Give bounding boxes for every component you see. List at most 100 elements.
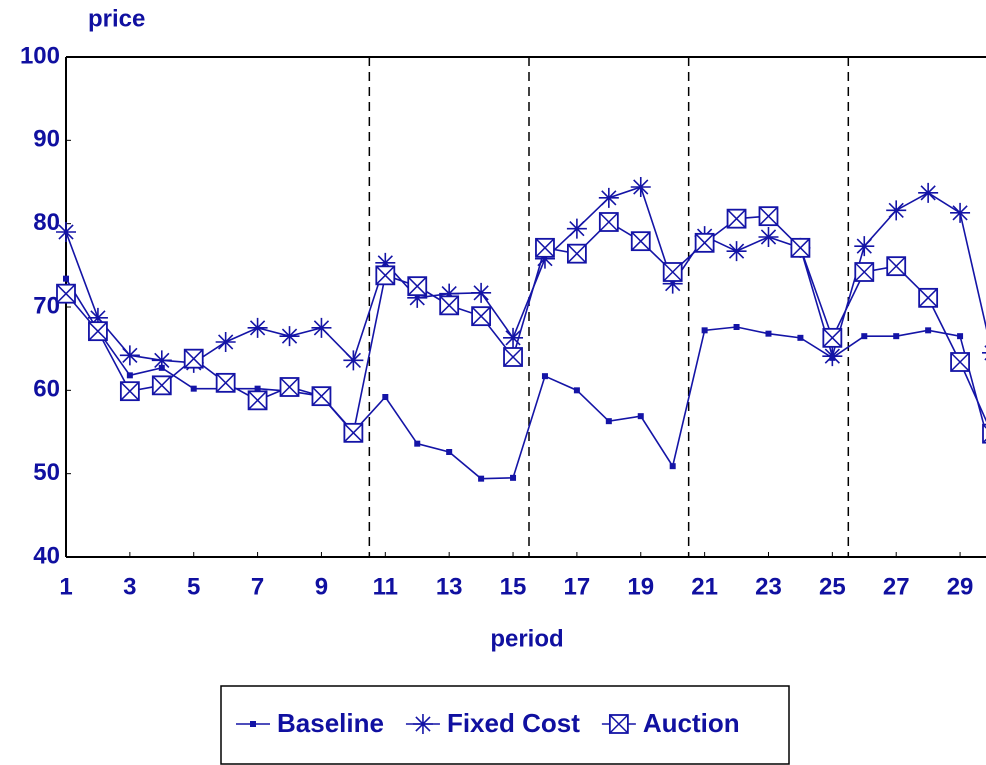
data-point [982, 423, 986, 444]
data-point [637, 413, 644, 420]
marker-asterisk [534, 248, 555, 269]
y-tick-label: 70 [33, 292, 60, 319]
legend-label: Auction [643, 708, 740, 738]
data-point [126, 372, 133, 379]
marker-square [126, 372, 133, 379]
marker-x [439, 295, 459, 315]
y-tick-label: 90 [33, 126, 60, 153]
marker-square [190, 385, 197, 392]
marker-square [637, 413, 644, 420]
data-point [407, 287, 428, 308]
data-point [669, 463, 676, 470]
data-point [765, 330, 772, 337]
x-tick-label: 21 [691, 573, 718, 600]
marker-x [216, 373, 236, 393]
marker-square [573, 387, 580, 394]
data-point [950, 202, 971, 223]
marker-square [861, 333, 868, 340]
marker-square [478, 475, 485, 482]
marker-x [184, 349, 204, 369]
marker-x [407, 276, 427, 296]
marker-x [343, 423, 363, 443]
data-point [534, 248, 555, 269]
data-point [822, 327, 843, 348]
marker-asterisk [471, 282, 492, 303]
data-point [88, 321, 108, 342]
legend-item: Auction [601, 708, 740, 738]
y-tick-label: 100 [20, 42, 60, 69]
data-point [573, 387, 580, 394]
data-point [925, 327, 932, 334]
marker-asterisk [982, 345, 986, 361]
marker-asterisk [726, 241, 747, 262]
data-point [726, 208, 747, 229]
legend-item: Baseline [236, 708, 384, 738]
marker-square [797, 334, 804, 341]
data-point [247, 317, 268, 338]
marker-asterisk [822, 346, 843, 367]
x-tick-label: 3 [123, 573, 136, 600]
y-tick-label: 80 [33, 209, 60, 236]
marker-square [510, 474, 517, 481]
x-tick-label: 11 [373, 573, 398, 600]
data-point [87, 307, 108, 328]
y-tick-label: 40 [33, 542, 60, 569]
data-point [535, 237, 555, 258]
x-tick-label: 7 [251, 573, 264, 600]
data-point [382, 394, 389, 400]
marker-square [893, 333, 900, 340]
data-point [886, 256, 907, 277]
x-tick-label: 29 [947, 573, 974, 600]
marker-x [535, 238, 555, 258]
marker-x [609, 714, 629, 734]
marker-x [663, 262, 683, 282]
data-point [726, 241, 747, 262]
marker-x [88, 321, 108, 341]
marker-x [758, 206, 779, 226]
data-point [957, 333, 964, 340]
data-point [854, 236, 875, 257]
marker-asterisk [215, 332, 236, 352]
marker-x [727, 209, 747, 229]
data-point [566, 218, 587, 239]
data-point [566, 243, 587, 264]
marker-x [311, 386, 331, 406]
marker-asterisk [247, 317, 268, 338]
data-point [446, 449, 453, 455]
marker-x [918, 288, 938, 308]
data-point [343, 422, 364, 443]
data-point [797, 334, 804, 341]
data-point [119, 381, 140, 402]
marker-box [982, 423, 986, 444]
data-point [982, 345, 986, 361]
data-point [151, 350, 172, 371]
data-point [918, 182, 939, 203]
marker-square [414, 440, 421, 447]
data-point [503, 327, 524, 348]
marker-asterisk [630, 177, 651, 197]
marker-asterisk [119, 345, 140, 366]
marker-asterisk [918, 182, 939, 203]
marker-asterisk [503, 327, 524, 348]
marker-asterisk [343, 350, 364, 371]
y-tick-label: 60 [33, 376, 60, 403]
legend-label: Fixed Cost [447, 708, 580, 738]
data-point [279, 326, 300, 347]
x-tick-label: 1 [59, 573, 72, 600]
marker-x [567, 244, 587, 264]
data-point [822, 346, 843, 367]
x-tick-label: 9 [315, 573, 328, 600]
marker-x [503, 347, 523, 367]
data-point [151, 375, 172, 396]
marker-square [733, 324, 740, 330]
data-point [950, 352, 970, 372]
data-point [414, 440, 421, 447]
marker-square [765, 330, 772, 337]
y-tick-label: 50 [33, 459, 60, 486]
marker-square [925, 327, 932, 334]
marker-x [375, 265, 395, 285]
data-point [694, 232, 715, 253]
marker-asterisk [950, 202, 971, 223]
data-point [63, 275, 69, 282]
data-point [279, 377, 300, 397]
